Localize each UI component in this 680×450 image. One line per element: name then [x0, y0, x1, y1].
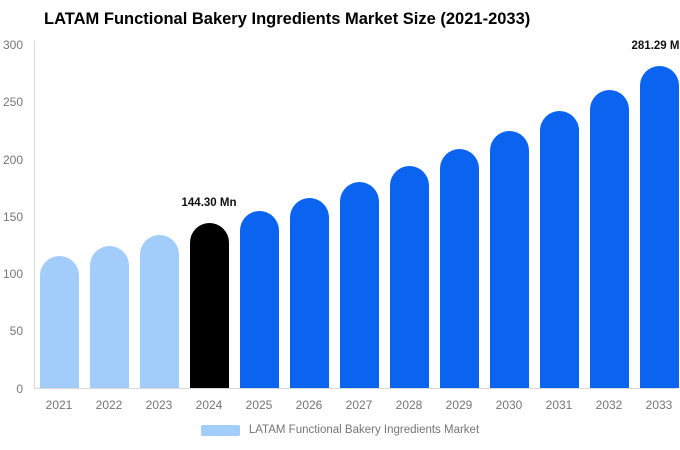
- x-axis-tick-label: 2033: [645, 398, 673, 412]
- y-axis-tick-label: 100: [2, 267, 23, 281]
- y-axis-line: [34, 41, 35, 389]
- y-axis-tick-label: 200: [2, 152, 23, 167]
- x-axis-tick-label: 2032: [595, 398, 623, 412]
- bar-2028[interactable]: [389, 166, 429, 389]
- x-axis-line: [34, 388, 677, 389]
- bar-2032[interactable]: [589, 89, 629, 389]
- y-axis-tick-label: 150: [2, 209, 23, 224]
- legend-label: LATAM Functional Bakery Ingredients Mark…: [248, 424, 480, 436]
- bar-2021[interactable]: [39, 256, 79, 389]
- x-axis-tick-label: 2026: [295, 398, 323, 412]
- x-axis-tick-label: 2029: [445, 398, 473, 412]
- y-axis-tick-label: 0: [16, 381, 23, 396]
- bar-2030[interactable]: [489, 130, 529, 389]
- x-axis-tick-label: 2021: [45, 398, 73, 412]
- x-axis-tick-label: 2022: [95, 398, 123, 412]
- bar-2023[interactable]: [139, 235, 179, 389]
- y-axis-tick-label: 300: [2, 38, 23, 52]
- bar-2026[interactable]: [289, 197, 329, 389]
- bar-2029[interactable]: [439, 149, 479, 389]
- x-axis-tick-label: 2030: [495, 398, 523, 412]
- x-axis-tick-label: 2024: [195, 398, 223, 412]
- data-label-2033: 281.29 Mn: [631, 40, 680, 53]
- x-axis-tick-label: 2027: [345, 398, 373, 412]
- x-axis-tick-label: 2025: [245, 398, 273, 412]
- bar-2027[interactable]: [339, 182, 379, 389]
- x-axis-tick-label: 2023: [145, 398, 173, 412]
- legend-swatch: [200, 424, 240, 436]
- x-axis-tick-label: 2028: [395, 398, 423, 412]
- bar-2022[interactable]: [89, 246, 129, 389]
- y-axis-tick-label: 50: [9, 324, 23, 339]
- bar-2033[interactable]: [639, 66, 679, 389]
- x-axis-tick-label: 2031: [545, 398, 573, 412]
- bar-2031[interactable]: [539, 111, 579, 389]
- data-label-2024: 144.30 Mn: [181, 197, 237, 210]
- legend: LATAM Functional Bakery Ingredients Mark…: [0, 424, 680, 436]
- bar-2024[interactable]: [189, 223, 229, 389]
- bar-2025[interactable]: [239, 210, 279, 389]
- y-axis-tick-label: 250: [2, 95, 23, 110]
- chart-title: LATAM Functional Bakery Ingredients Mark…: [44, 10, 531, 28]
